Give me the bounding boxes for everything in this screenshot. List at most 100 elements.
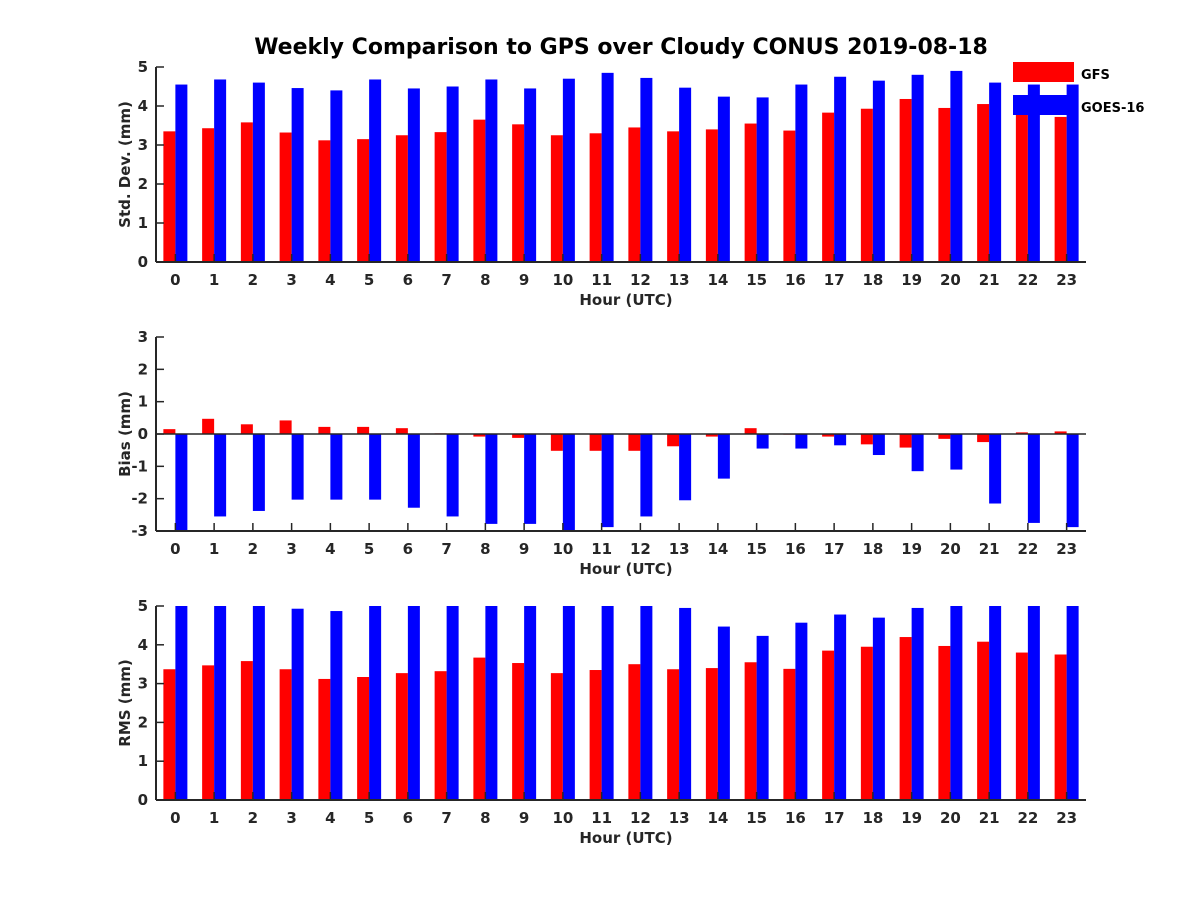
- bar-goes-16-hour-18: [872, 617, 885, 800]
- x-tick-label: 9: [519, 809, 529, 827]
- bar-gfs-hour-3: [279, 132, 292, 262]
- bar-goes-16-hour-8: [485, 79, 498, 262]
- bar-goes-16-hour-5: [369, 606, 382, 800]
- bar-gfs-hour-23: [1054, 431, 1067, 434]
- bar-gfs-hour-13: [667, 131, 680, 262]
- bar-gfs-hour-12: [628, 127, 641, 262]
- bar-goes-16-hour-7: [446, 606, 459, 800]
- bar-goes-16-hour-12: [640, 77, 653, 262]
- x-tick-label: 8: [480, 809, 490, 827]
- x-tick-label: 13: [669, 271, 690, 289]
- y-tick-label: -3: [131, 522, 148, 540]
- bar-gfs-hour-17: [822, 434, 835, 437]
- bar-gfs-hour-9: [512, 663, 525, 800]
- x-tick-label: 5: [364, 540, 374, 558]
- bar-goes-16-hour-0: [175, 84, 188, 262]
- x-tick-label: 19: [901, 809, 922, 827]
- legend-swatch-gfs: [1013, 62, 1074, 82]
- x-tick-label: 21: [979, 540, 1000, 558]
- bar-goes-16-hour-17: [834, 614, 847, 800]
- bar-goes-16-hour-2: [252, 606, 265, 800]
- bar-gfs-hour-11: [589, 133, 602, 262]
- y-axis-label: Bias (mm): [116, 391, 134, 477]
- bar-goes-16-hour-14: [717, 626, 730, 800]
- bar-gfs-hour-9: [512, 434, 525, 438]
- bar-gfs-hour-21: [977, 104, 990, 262]
- bar-goes-16-hour-1: [214, 606, 227, 800]
- x-tick-label: 6: [403, 271, 413, 289]
- bar-gfs-hour-1: [202, 418, 215, 434]
- y-tick-label: 3: [138, 328, 148, 346]
- bar-goes-16-hour-3: [291, 434, 304, 500]
- x-tick-label: 5: [364, 271, 374, 289]
- x-tick-label: 16: [785, 540, 806, 558]
- bar-gfs-hour-12: [628, 664, 641, 800]
- bar-goes-16-hour-22: [1027, 434, 1040, 523]
- y-tick-label: -1: [131, 457, 148, 475]
- x-tick-label: 6: [403, 809, 413, 827]
- bar-goes-16-hour-5: [369, 79, 382, 262]
- bar-gfs-hour-12: [628, 434, 641, 451]
- y-tick-label: 2: [138, 175, 148, 193]
- bar-goes-16-hour-23: [1066, 84, 1079, 262]
- bar-goes-16-hour-18: [872, 80, 885, 263]
- y-tick-label: 1: [138, 393, 148, 411]
- x-tick-label: 6: [403, 540, 413, 558]
- bar-gfs-hour-21: [977, 641, 990, 800]
- x-tick-label: 22: [1017, 271, 1038, 289]
- bar-goes-16-hour-8: [485, 434, 498, 524]
- bar-gfs-hour-5: [357, 139, 370, 262]
- x-tick-label: 12: [630, 809, 651, 827]
- y-tick-label: 0: [138, 425, 148, 443]
- bar-goes-16-hour-20: [950, 434, 963, 470]
- bar-gfs-hour-4: [318, 678, 331, 800]
- bar-goes-16-hour-22: [1027, 84, 1040, 262]
- x-tick-label: 23: [1056, 271, 1077, 289]
- bar-goes-16-hour-21: [989, 82, 1002, 262]
- bar-gfs-hour-19: [899, 434, 912, 448]
- bar-goes-16-hour-6: [407, 434, 420, 508]
- bar-goes-16-hour-23: [1066, 606, 1079, 800]
- bar-goes-16-hour-21: [989, 606, 1002, 800]
- bar-gfs-hour-13: [667, 434, 680, 447]
- x-tick-label: 1: [209, 809, 219, 827]
- bar-goes-16-hour-13: [679, 607, 692, 800]
- bar-gfs-hour-16: [783, 668, 796, 800]
- bar-goes-16-hour-3: [291, 608, 304, 800]
- bar-goes-16-hour-4: [330, 434, 343, 500]
- x-tick-label: 21: [979, 809, 1000, 827]
- x-tick-label: 3: [286, 809, 296, 827]
- x-tick-label: 2: [248, 540, 258, 558]
- x-tick-label: 8: [480, 271, 490, 289]
- bar-gfs-hour-16: [783, 130, 796, 262]
- x-tick-label: 8: [480, 540, 490, 558]
- x-tick-label: 11: [591, 271, 612, 289]
- bar-gfs-hour-18: [860, 108, 873, 262]
- bar-gfs-hour-20: [938, 434, 951, 439]
- y-tick-label: 0: [138, 791, 148, 809]
- bar-goes-16-hour-15: [756, 97, 769, 262]
- bar-gfs-hour-8: [473, 119, 486, 263]
- bar-goes-16-hour-16: [795, 434, 808, 449]
- bar-goes-16-hour-9: [524, 88, 537, 262]
- bar-gfs-hour-8: [473, 434, 486, 437]
- bar-gfs-hour-15: [744, 662, 757, 800]
- x-tick-label: 11: [591, 540, 612, 558]
- bar-gfs-hour-5: [357, 426, 370, 434]
- bar-goes-16-hour-20: [950, 70, 963, 263]
- bar-gfs-hour-9: [512, 124, 525, 262]
- bar-gfs-hour-3: [279, 669, 292, 800]
- x-tick-label: 7: [441, 809, 451, 827]
- y-tick-label: 4: [138, 636, 148, 654]
- y-tick-label: 5: [138, 58, 148, 76]
- bar-gfs-hour-17: [822, 650, 835, 800]
- y-tick-label: 3: [138, 675, 148, 693]
- y-tick-label: 3: [138, 136, 148, 154]
- x-tick-label: 3: [286, 540, 296, 558]
- bar-gfs-hour-7: [434, 132, 447, 262]
- bar-goes-16-hour-0: [175, 606, 188, 800]
- bar-gfs-hour-4: [318, 426, 331, 434]
- x-tick-label: 11: [591, 809, 612, 827]
